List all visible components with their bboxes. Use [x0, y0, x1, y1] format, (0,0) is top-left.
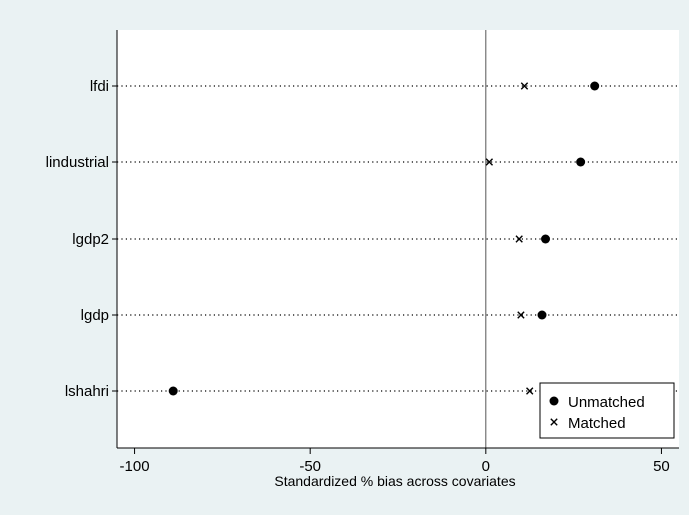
y-tick-label-lgdp: lgdp — [81, 307, 109, 324]
point-unmatched-lindustrial — [576, 157, 586, 167]
x-axis-title: Standardized % bias across covariates — [274, 473, 515, 489]
legend-label-matched: Matched — [568, 415, 626, 432]
plot-area — [117, 30, 679, 448]
point-matched-lgdp2 — [515, 235, 523, 243]
x-tick-label--100: -100 — [120, 458, 150, 475]
point-matched-lshahri — [526, 387, 534, 395]
legend-box — [539, 382, 675, 439]
point-matched-lgdp-stroke-b — [517, 311, 525, 319]
point-unmatched-lshahri — [168, 386, 178, 396]
point-matched-lshahri-stroke-b — [526, 387, 534, 395]
point-matched-lfdi — [520, 82, 529, 90]
x-tick-label-0: 0 — [482, 458, 490, 475]
point-unmatched-lgdp — [537, 310, 547, 320]
legend-marker-unmatched — [549, 396, 559, 406]
point-matched-lfdi-stroke-b — [520, 82, 529, 90]
point-matched-lgdp — [517, 311, 525, 319]
point-unmatched-lgdp2 — [541, 234, 551, 244]
x-tick-label--50: -50 — [299, 458, 321, 475]
point-matched-lindustrial-stroke-b — [485, 158, 494, 166]
y-tick-label-lshahri: lshahri — [65, 383, 109, 400]
y-tick-label-lfdi: lfdi — [90, 78, 109, 95]
point-matched-lgdp2-stroke-b — [515, 235, 523, 243]
y-tick-label-lgdp2: lgdp2 — [72, 231, 109, 248]
x-tick-label-50: 50 — [653, 458, 670, 475]
legend-label-unmatched: Unmatched — [568, 394, 645, 411]
legend-marker-matched — [550, 418, 558, 426]
legend-marker-matched-stroke-b — [550, 418, 558, 426]
point-unmatched-lfdi — [590, 81, 600, 91]
y-tick-label-lindustrial: lindustrial — [46, 154, 109, 171]
point-matched-lindustrial — [485, 158, 494, 166]
